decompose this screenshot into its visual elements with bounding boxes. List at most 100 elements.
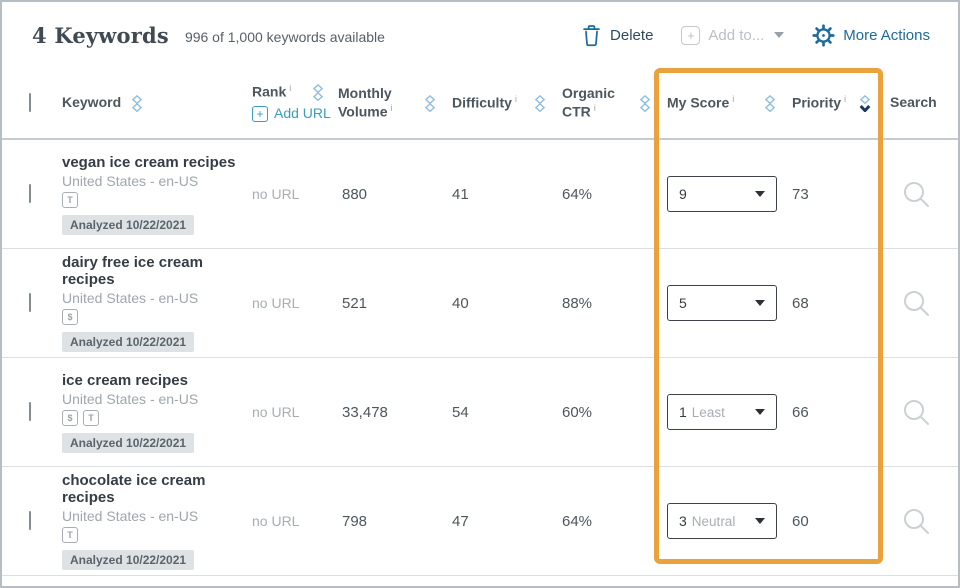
analyzed-badge: Analyzed 10/22/2021 [62,332,195,352]
column-header-search: Search [890,94,937,111]
caret-down-icon [755,409,765,415]
analyzed-badge: Analyzed 10/22/2021 [62,550,195,570]
rank-value: no URL [252,404,300,420]
column-header-organic-ctr[interactable]: Organic CTR i [562,85,667,121]
row-checkbox[interactable] [29,184,31,203]
toolbar-actions: Delete + Add to... [581,23,930,47]
column-header-keyword[interactable]: Keyword [62,94,252,112]
keywords-available-text: 996 of 1,000 keywords available [184,29,385,45]
keyword-locale: United States - en-US [62,172,199,189]
rank-value: no URL [252,295,300,311]
table-row: dairy free ice cream recipes United Stat… [2,249,958,358]
rank-value: no URL [252,513,300,529]
monthly-volume-value: 33,478 [342,403,388,421]
table-row: chocolate ice cream recipes United State… [2,467,958,576]
sort-icon[interactable] [312,83,324,101]
table-header-row: Keyword Rank i + Add URL Monthly Volume i [2,68,958,140]
select-all-checkbox[interactable] [29,93,31,112]
organic-ctr-value: 64% [562,512,593,530]
priority-value: 68 [792,294,809,312]
title-tag-icon: T [62,191,78,208]
magnifier-icon [904,291,929,316]
keyword-name[interactable]: vegan ice cream recipes [62,153,236,171]
magnifier-icon [904,400,929,425]
add-to-label: Add to... [708,26,765,44]
info-icon[interactable]: i [732,93,735,105]
analyzed-badge: Analyzed 10/22/2021 [62,214,195,235]
keyword-name[interactable]: ice cream recipes [62,371,188,389]
organic-ctr-value: 60% [562,403,593,421]
analyzed-badge: Analyzed 10/22/2021 [62,432,195,453]
more-actions-button[interactable]: More Actions [812,23,930,47]
info-icon[interactable]: i [390,102,393,114]
rank-value: no URL [252,186,300,202]
caret-down-icon [755,518,765,524]
column-header-monthly-volume[interactable]: Monthly Volume i [338,85,452,121]
search-keyword-button[interactable] [887,288,958,318]
monthly-volume-value: 521 [342,294,368,312]
my-score-dropdown[interactable]: 9 [667,176,777,212]
chevron-down-icon [774,32,785,38]
magnifier-icon [904,182,929,207]
keyword-name[interactable]: dairy free ice cream recipes [62,254,203,288]
difficulty-value: 54 [452,403,469,421]
more-actions-label: More Actions [843,26,930,44]
table-row: ice cream recipes United States - en-US … [2,358,958,467]
delete-label: Delete [610,26,654,44]
topbar: 4 Keywords 996 of 1,000 keywords availab… [2,2,958,68]
delete-button[interactable]: Delete [581,24,653,47]
my-score-dropdown[interactable]: 5 [667,285,777,321]
my-score-dropdown[interactable]: 3 Neutral [667,503,777,539]
organic-ctr-value: 88% [562,294,593,312]
column-header-priority[interactable]: Priority i [792,94,887,112]
gear-icon [812,23,835,47]
add-to-button[interactable]: + Add to... [681,25,785,45]
difficulty-value: 47 [452,512,469,530]
keyword-locale: United States - en-US [62,290,199,306]
sort-icon[interactable] [639,94,651,112]
info-icon[interactable]: i [289,83,292,95]
organic-ctr-value: 64% [562,185,593,203]
add-url-button[interactable]: + Add URL [252,105,331,123]
plus-square-icon: + [252,106,268,123]
sort-icon[interactable] [424,94,436,112]
plus-square-icon: + [681,25,701,45]
sort-icon-active-desc[interactable] [859,94,871,112]
row-checkbox[interactable] [29,511,31,530]
search-keyword-button[interactable] [887,397,958,427]
monthly-volume-value: 798 [342,512,368,530]
difficulty-value: 40 [452,294,469,312]
table-row: vegan ice cream recipes United States - … [2,140,958,249]
column-header-rank: Rank i + Add URL [252,83,331,123]
keyword-name[interactable]: chocolate ice cream recipes [62,472,206,506]
search-keyword-button[interactable] [887,179,958,209]
dollar-tag-icon: $ [62,409,78,426]
row-checkbox[interactable] [29,402,31,421]
sort-icon[interactable] [534,94,546,112]
row-checkbox[interactable] [29,293,31,312]
keyword-locale: United States - en-US [62,390,199,407]
caret-down-icon [755,191,765,197]
dollar-tag-icon: $ [62,309,78,325]
monthly-volume-value: 880 [342,185,368,203]
sort-icon[interactable] [764,94,776,112]
info-icon[interactable]: i [514,93,518,105]
priority-value: 66 [792,403,809,421]
priority-value: 60 [792,512,809,530]
title-tag-icon: T [83,409,99,426]
priority-value: 73 [792,185,809,203]
caret-down-icon [755,300,765,306]
page-title: 4 Keywords [32,22,169,48]
title-tag-icon: T [62,527,78,543]
search-keyword-button[interactable] [887,506,958,536]
info-icon[interactable]: i [844,93,847,105]
my-score-dropdown[interactable]: 1 Least [667,394,777,430]
column-header-my-score[interactable]: My Score i [667,94,792,112]
magnifier-icon [904,509,929,534]
info-icon[interactable]: i [593,102,596,114]
difficulty-value: 41 [452,185,469,203]
trash-icon [581,24,602,47]
column-header-difficulty[interactable]: Difficulty i [452,94,562,112]
sort-icon[interactable] [131,94,143,112]
